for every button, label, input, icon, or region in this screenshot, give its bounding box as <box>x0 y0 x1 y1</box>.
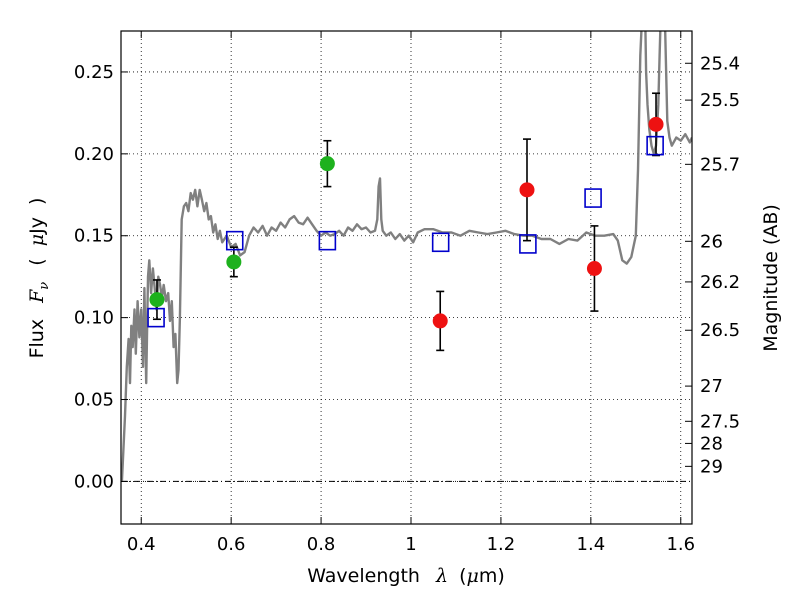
y2-tick-label: 26.5 <box>700 320 740 341</box>
y-label-unit-open: ( <box>26 258 48 265</box>
x-tick-label: 1 <box>405 534 416 555</box>
y-label-unit-close: ) <box>26 198 48 205</box>
y-axis-label: Flux Fν ( μJy ) <box>26 198 53 359</box>
x-label-text: Wavelength <box>307 565 420 587</box>
x-label-unit-mu: μ <box>467 565 479 587</box>
y2-tick-label: 26.2 <box>700 272 740 293</box>
x-tick-label: 1.4 <box>577 534 606 555</box>
y-tick-label: 0.10 <box>74 308 114 329</box>
y-tick-label: 0.00 <box>74 471 114 492</box>
x-axis-label: Wavelength λ (μm) <box>307 565 505 587</box>
y2-tick-label: 27 <box>700 376 723 397</box>
x-label-unit-open: ( <box>459 565 466 587</box>
y2-tick-label: 25.7 <box>700 154 740 175</box>
y-label-symbol: F <box>26 289 48 304</box>
y-label-text: Flux <box>26 319 48 359</box>
y2-tick-label: 25.5 <box>700 90 740 111</box>
x-tick-label: 1.6 <box>666 534 695 555</box>
spectrum-line <box>121 31 692 482</box>
x-tick-label: 1.2 <box>487 534 516 555</box>
red-data-point <box>519 182 535 198</box>
x-tick-label: 0.4 <box>127 534 156 555</box>
y-tick-label: 0.15 <box>74 226 114 247</box>
y-axis-ticks: 0.00 0.05 0.10 0.15 0.20 0.25 <box>74 62 128 492</box>
x-tick-label: 0.8 <box>307 534 336 555</box>
model-square-point <box>519 234 537 254</box>
model-square-point <box>225 230 244 251</box>
y-tick-label: 0.05 <box>74 390 114 411</box>
model-square-point <box>147 307 165 328</box>
y-tick-label: 0.20 <box>74 144 114 165</box>
y-label-unit-rest: Jy <box>26 217 48 235</box>
red-data-point <box>432 313 448 329</box>
green-data-point <box>226 254 242 270</box>
x-axis-ticks: 0.4 0.6 0.8 1 1.2 1.4 1.6 <box>127 31 695 555</box>
x-label-unit-rest: m) <box>479 565 505 587</box>
y-label-subscript: ν <box>37 282 52 290</box>
y2-axis-label: Magnitude (AB) <box>760 204 782 352</box>
x-tick-label: 0.6 <box>217 534 246 555</box>
y2-tick-label: 29 <box>700 456 723 477</box>
model-square-point <box>584 188 602 208</box>
y-tick-label: 0.25 <box>74 62 114 83</box>
y2-tick-label: 27.5 <box>700 411 740 432</box>
x-label-symbol: λ <box>435 565 448 587</box>
green-data-point <box>319 156 335 172</box>
y2-tick-label: 25.4 <box>700 53 740 74</box>
plot-frame <box>120 30 693 525</box>
y-label-unit-mu: μ <box>26 234 48 246</box>
spectrum-layer <box>121 31 692 482</box>
red-data-point <box>648 116 664 132</box>
red-data-point <box>586 260 602 276</box>
model-square-point <box>318 230 337 251</box>
model-square-point <box>431 232 450 253</box>
green-data-point <box>149 292 165 308</box>
model-square-point <box>646 135 664 156</box>
y2-tick-label: 28 <box>700 433 723 454</box>
points-layer <box>147 92 664 352</box>
y2-tick-label: 26 <box>700 231 723 252</box>
grid-lines <box>121 31 692 524</box>
